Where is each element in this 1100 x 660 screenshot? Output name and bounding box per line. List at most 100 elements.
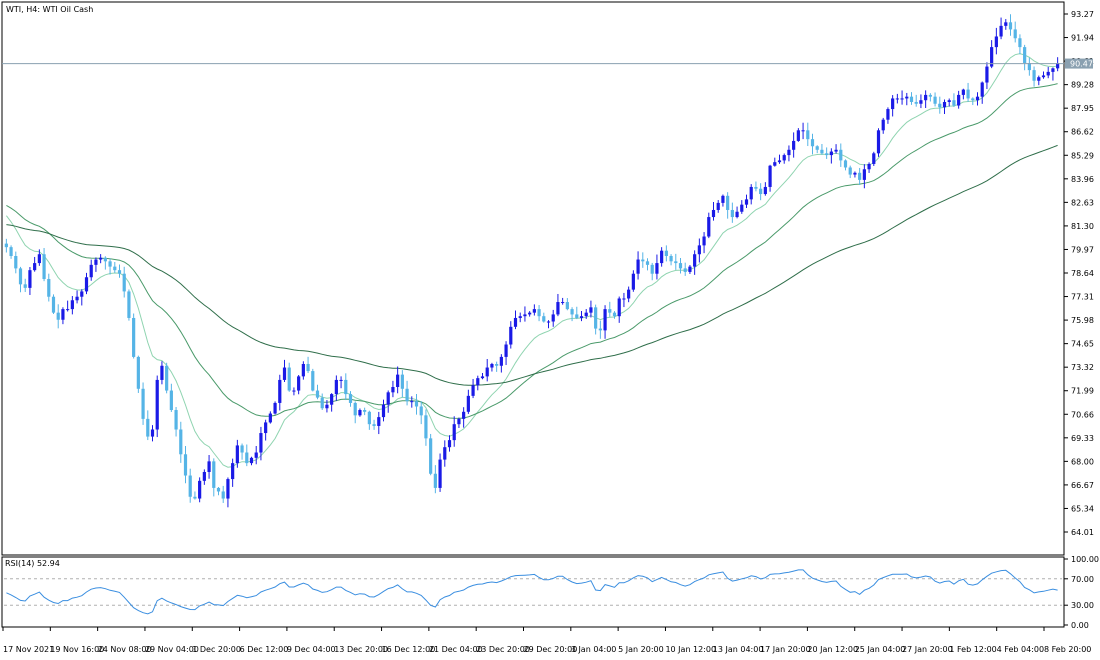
candle: [504, 341, 508, 366]
candle: [853, 171, 857, 178]
candle: [773, 157, 777, 167]
candle-body: [462, 411, 466, 419]
candle-body: [528, 312, 532, 315]
candle: [509, 321, 513, 349]
candle-body: [330, 394, 334, 405]
candle-body: [815, 146, 819, 150]
candle-body: [75, 296, 79, 301]
candle: [103, 256, 107, 270]
candle-body: [1056, 63, 1060, 69]
candle: [268, 411, 272, 424]
candle: [344, 373, 348, 401]
candle: [961, 88, 965, 100]
candle-body: [386, 392, 390, 405]
main-pane[interactable]: WTI, H4: WTI Oil Cash: [1, 1, 1065, 556]
candle: [353, 401, 357, 424]
candle-body: [693, 254, 697, 267]
candle-body: [839, 149, 843, 161]
candle-body: [1004, 22, 1008, 26]
price-axis[interactable]: 93.2791.9490.6189.2887.9586.6285.2983.96…: [1064, 10, 1094, 537]
candle-body: [843, 160, 848, 168]
candle: [311, 368, 315, 392]
candle: [466, 389, 470, 414]
candle: [980, 81, 984, 104]
candle-body: [381, 404, 386, 418]
candle-body: [961, 89, 965, 95]
candle-body: [306, 363, 310, 372]
candle: [61, 307, 65, 325]
candle-body: [18, 268, 23, 285]
candle: [386, 390, 390, 413]
candle: [513, 310, 518, 330]
candle: [749, 184, 753, 205]
candle-body: [669, 256, 673, 262]
rsi-tick-label: 30.00: [1071, 601, 1094, 610]
candle-body: [414, 401, 419, 407]
candle-body: [165, 365, 169, 391]
time-tick-label: 9 Dec 04:00: [287, 645, 336, 654]
candle-body: [348, 394, 353, 403]
candle-body: [1027, 63, 1031, 71]
price-tick-label: 77.31: [1071, 293, 1094, 302]
candle-body: [33, 263, 37, 271]
candle: [42, 247, 46, 282]
candle-body: [994, 36, 998, 48]
candle: [999, 17, 1003, 40]
price-tick-label: 78.64: [1071, 269, 1094, 278]
candle-body: [221, 491, 225, 499]
candle: [108, 258, 112, 275]
candle: [490, 362, 494, 372]
candle-body: [947, 100, 951, 102]
candle: [400, 370, 404, 398]
candle-body: [292, 390, 296, 392]
candle-body: [80, 291, 84, 297]
candle-body: [84, 277, 89, 292]
candle: [867, 162, 871, 173]
candle: [843, 159, 848, 171]
candle-body: [787, 149, 791, 156]
candle-body: [146, 418, 150, 437]
candle: [264, 419, 268, 441]
candle-body: [862, 169, 866, 180]
candle: [499, 354, 503, 373]
candle: [660, 247, 664, 267]
candle: [726, 192, 730, 219]
rsi-axis[interactable]: 100.00 70.00 30.00 0.00: [1064, 555, 1099, 630]
candle: [891, 95, 895, 117]
candle-body: [160, 365, 164, 380]
candle-body: [56, 312, 60, 320]
candle: [113, 261, 117, 273]
candle-body: [424, 415, 428, 439]
candle-body: [179, 429, 183, 455]
candle: [301, 361, 305, 380]
candle: [839, 143, 843, 167]
candle-body: [985, 66, 989, 83]
candle-body: [231, 463, 235, 480]
candle: [650, 262, 654, 281]
candle-body: [504, 344, 508, 357]
candle: [330, 393, 334, 412]
candle-body: [806, 130, 810, 140]
candle-body: [688, 266, 692, 272]
candle: [429, 433, 433, 476]
candle: [636, 251, 640, 280]
candle: [9, 245, 13, 259]
candle: [598, 320, 602, 339]
candle-body: [1008, 22, 1013, 30]
candle: [914, 94, 918, 107]
candle: [645, 258, 650, 271]
rsi-tick-label: 70.00: [1071, 575, 1094, 584]
candle: [212, 458, 216, 497]
candle: [193, 491, 197, 500]
price-tick-label: 91.94: [1071, 34, 1094, 43]
price-tick-label: 73.32: [1071, 363, 1094, 372]
candle-body: [320, 397, 324, 409]
candle: [744, 194, 749, 209]
candle: [414, 394, 419, 415]
candle-body: [367, 411, 371, 425]
rsi-pane[interactable]: RSI(14) 52.94: [1, 556, 1065, 628]
candle: [443, 440, 447, 467]
candle: [1041, 71, 1046, 79]
